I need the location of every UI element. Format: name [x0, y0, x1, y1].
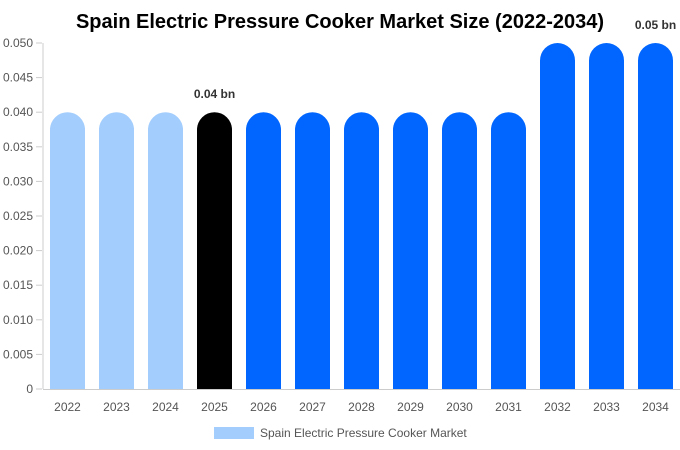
legend-label: Spain Electric Pressure Cooker Market: [260, 426, 467, 440]
bar-2026[interactable]: [246, 112, 281, 389]
x-tick-label: 2025: [201, 400, 228, 414]
data-label-2025: 0.04 bn: [194, 87, 235, 101]
bar-2023[interactable]: [99, 112, 134, 389]
y-tick-label: 0.015: [3, 278, 33, 292]
legend[interactable]: Spain Electric Pressure Cooker Market: [214, 426, 467, 440]
y-tick-label: 0.045: [3, 71, 33, 85]
x-tick-label: 2022: [54, 400, 81, 414]
y-tick-label: 0.025: [3, 209, 33, 223]
bar-2033[interactable]: [589, 43, 624, 389]
x-tick-label: 2032: [544, 400, 571, 414]
bar-2029[interactable]: [393, 112, 428, 389]
y-tick-label: 0.040: [3, 105, 33, 119]
legend-swatch: [214, 427, 254, 439]
y-tick-label: 0: [26, 382, 33, 396]
x-tick-label: 2034: [642, 400, 669, 414]
chart-title: Spain Electric Pressure Cooker Market Si…: [76, 11, 604, 33]
bar-2034[interactable]: [638, 43, 673, 389]
x-axis: 2022 2023 2024 2025 2026 2027 2028 2029 2030 2031…: [43, 389, 680, 414]
bar-2022[interactable]: [50, 112, 85, 389]
bar-2025[interactable]: [197, 112, 232, 389]
data-label-2034: 0.05 bn: [635, 18, 676, 32]
y-tick-label: 0.010: [3, 313, 33, 327]
y-tick-label: 0.020: [3, 244, 33, 258]
bars: [50, 43, 673, 389]
data-labels: 0.04 bn 0.05 bn: [194, 18, 676, 101]
x-tick-label: 2030: [446, 400, 473, 414]
x-tick-label: 2026: [250, 400, 277, 414]
y-axis: 0 0.005 0.010 0.015 0.020 0.025 0.030 0.035 0.04…: [3, 36, 44, 396]
x-tick-label: 2024: [152, 400, 179, 414]
y-tick-label: 0.005: [3, 347, 33, 361]
bar-2027[interactable]: [295, 112, 330, 389]
bar-2028[interactable]: [344, 112, 379, 389]
y-tick-label: 0.035: [3, 140, 33, 154]
x-tick-label: 2028: [348, 400, 375, 414]
bar-2030[interactable]: [442, 112, 477, 389]
y-tick-label: 0.050: [3, 36, 33, 50]
y-tick-label: 0.030: [3, 174, 33, 188]
x-tick-label: 2027: [299, 400, 326, 414]
bar-2032[interactable]: [540, 43, 575, 389]
bar-2024[interactable]: [148, 112, 183, 389]
x-tick-label: 2029: [397, 400, 424, 414]
x-tick-label: 2031: [495, 400, 522, 414]
x-tick-label: 2033: [593, 400, 620, 414]
bar-2031[interactable]: [491, 112, 526, 389]
x-tick-label: 2023: [103, 400, 130, 414]
